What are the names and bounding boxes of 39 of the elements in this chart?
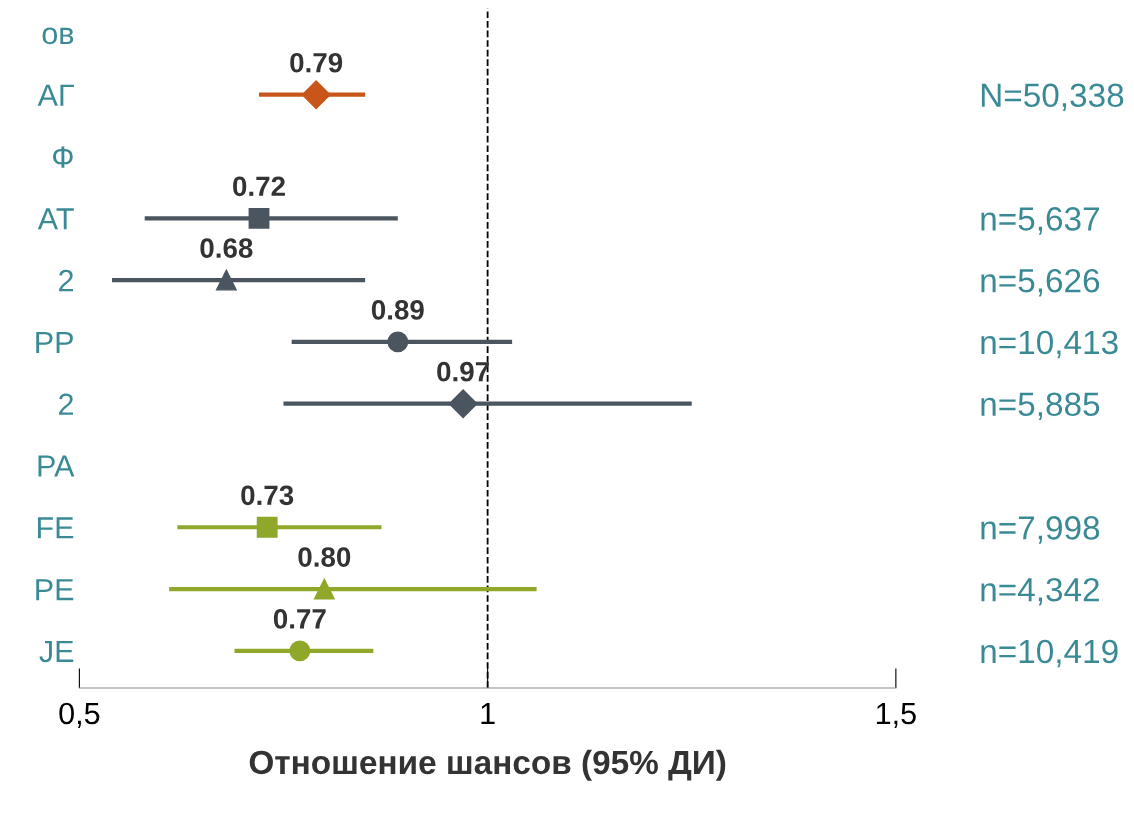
y2-tick-label: n=7,998 [981, 516, 1100, 544]
data-label: 0.89 [371, 300, 424, 320]
point [387, 331, 409, 353]
y-tick-label: JE [39, 640, 74, 663]
x-tick-label: 1,5 [876, 702, 916, 728]
y2-tick-label: n=5,626 [981, 268, 1100, 297]
point [448, 389, 478, 419]
y-tick-label: PA [38, 455, 75, 477]
y-tick-label: АГ [37, 84, 74, 106]
point [289, 640, 311, 662]
data-label: 0.80 [298, 547, 351, 567]
y-tick-label: ов [42, 27, 74, 45]
point [256, 516, 278, 538]
y-tick-label: 2 [59, 393, 73, 415]
point [301, 80, 331, 110]
y-tick-label: PP [36, 331, 73, 353]
y2-tick-label: n=10,413 [981, 330, 1118, 359]
y-tick-label: FE [37, 517, 74, 539]
y-tick-label: 2 [59, 269, 73, 292]
data-label: 0.72 [233, 176, 285, 197]
point [215, 269, 237, 291]
x-axis-title: Отношение шансов (95% ДИ) [249, 749, 726, 781]
y-tick-label: PE [36, 579, 74, 601]
y2-tick-label: n=10,419 [981, 639, 1118, 668]
data-label: 0.79 [290, 52, 343, 73]
point [313, 578, 335, 600]
data-label: 0.77 [273, 609, 326, 629]
y-tick-label: Ф [53, 146, 73, 168]
data-label: 0.68 [200, 238, 253, 258]
y2-tick-label: n=5,885 [981, 392, 1100, 421]
y-tick-label: AT [37, 208, 74, 230]
x-tick-label: 0,5 [59, 702, 100, 728]
y2-tick-label: n=5,637 [981, 207, 1099, 235]
data-label: 0.97 [437, 361, 489, 382]
point [248, 207, 270, 229]
y2-tick-label: N=50,338 [981, 83, 1124, 112]
data-label: 0.73 [241, 485, 294, 506]
x-tick-label: 1 [481, 702, 495, 724]
y2-tick-label: n=4,342 [981, 577, 1099, 606]
